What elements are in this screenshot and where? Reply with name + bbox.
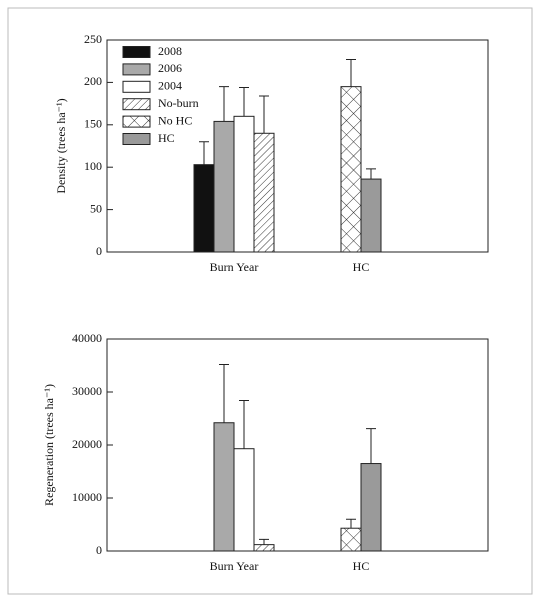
error-bar [219,86,229,122]
legend-label: No HC [158,113,192,127]
legend-swatch [122,115,151,128]
error-bar [346,59,356,87]
x-tick-label: HC [353,260,370,274]
error-bar [259,538,269,545]
bar [213,422,235,552]
bar [233,448,255,552]
legend-swatch [122,63,151,76]
y-tick-label: 150 [84,117,102,131]
x-tick-label: Burn Year [210,559,259,573]
plot-area [106,338,489,552]
error-bar [366,428,376,464]
bar [360,178,382,253]
legend-swatch [122,46,151,58]
bar [340,86,362,253]
legend-swatch [122,98,151,111]
error-bar [239,86,249,117]
y-axis-label: Regeneration (trees ha⁻¹) [42,384,56,506]
y-tick-label: 10000 [72,490,102,504]
legend-label: 2004 [158,79,182,93]
error-bar [366,168,376,180]
frame [7,7,533,595]
bar [253,132,275,253]
error-bar [199,141,209,165]
legend-swatch [122,80,151,93]
y-tick-label: 50 [90,201,102,215]
legend-label: No-burn [158,96,199,110]
bar [360,463,382,552]
bar [233,115,255,253]
bar [340,527,362,552]
x-tick-label: HC [353,559,370,573]
y-tick-label: 200 [84,74,102,88]
bar [213,120,235,253]
legend-swatch [122,133,151,145]
legend-label: 2006 [158,61,182,75]
y-tick-label: 20000 [72,437,102,451]
error-bar [219,363,229,423]
y-tick-label: 40000 [72,331,102,345]
error-bar [346,518,356,529]
y-tick-label: 100 [84,159,102,173]
legend-label: HC [158,131,175,145]
y-tick-label: 250 [84,32,102,46]
y-tick-label: 0 [96,244,102,258]
error-bar [259,95,269,134]
legend-label: 2008 [158,44,182,58]
bar [193,164,215,253]
y-axis-label: Density (trees ha⁻¹) [54,98,68,193]
error-bar [239,399,249,449]
plot-area [106,39,489,253]
y-tick-label: 30000 [72,384,102,398]
y-tick-label: 0 [96,543,102,557]
x-tick-label: Burn Year [210,260,259,274]
bar [253,544,275,552]
